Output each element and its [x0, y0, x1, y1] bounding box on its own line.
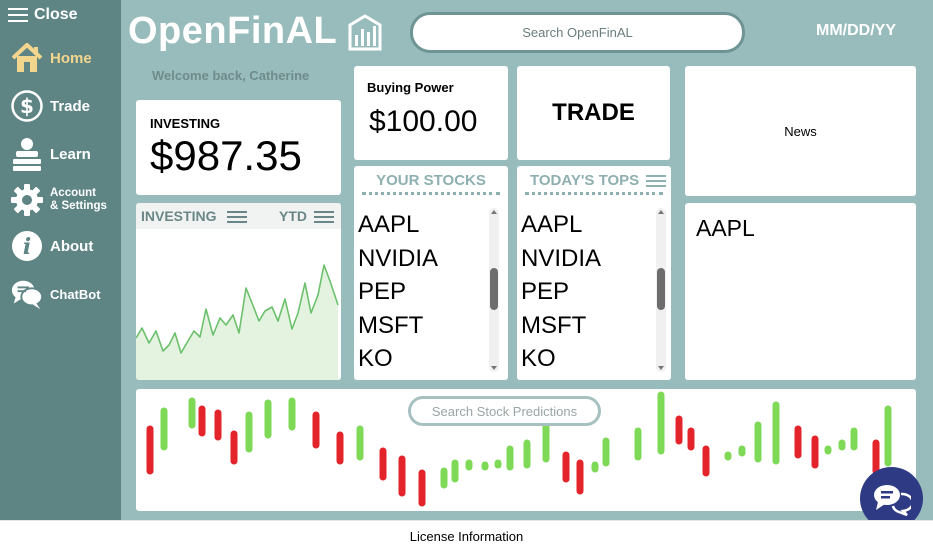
- your-stocks-title: YOUR STOCKS: [376, 172, 486, 189]
- chart-menu-icon[interactable]: [227, 210, 247, 223]
- sidebar-item-home[interactable]: Home: [10, 41, 92, 75]
- sidebar-item-label: About: [50, 237, 94, 255]
- list-item[interactable]: KO: [358, 345, 393, 372]
- list-item[interactable]: AAPL: [358, 211, 420, 238]
- investing-amount: $987.35: [150, 132, 302, 179]
- todays-tops-list: TODAY'S TOPS AAPL NVIDIA PEP MSFT KO: [517, 166, 671, 380]
- scroll-thumb[interactable]: [490, 268, 498, 310]
- list-item[interactable]: NVIDIA: [521, 244, 602, 272]
- divider: [525, 192, 663, 195]
- info-icon: i: [10, 229, 44, 263]
- scroll-down-icon[interactable]: [658, 366, 664, 370]
- sidebar: Close Home $ Trade Learn: [0, 0, 121, 520]
- chart-period[interactable]: YTD: [279, 208, 307, 224]
- dollar-icon: $: [10, 89, 44, 123]
- list-item[interactable]: PEP: [358, 278, 407, 305]
- welcome-message: Welcome back, Catherine: [152, 68, 310, 83]
- sidebar-item-label: ChatBot: [50, 286, 101, 302]
- sidebar-item-label: Home: [50, 49, 92, 67]
- list-item[interactable]: KO: [521, 345, 556, 372]
- sidebar-item-account-settings[interactable]: Account & Settings: [10, 183, 107, 217]
- divider: [362, 192, 500, 195]
- learn-icon: [10, 137, 44, 171]
- stock-detail-symbol: AAPL: [696, 215, 755, 241]
- chat-icon: [10, 277, 44, 311]
- buying-power-amount: $100.00: [369, 105, 478, 138]
- logo-text: OpenFinAL: [128, 10, 338, 52]
- buying-power-card: Buying Power $100.00: [354, 66, 508, 160]
- todays-tops-menu-icon[interactable]: [646, 174, 666, 187]
- scroll-up-icon[interactable]: [491, 210, 497, 214]
- news-label: News: [784, 123, 817, 139]
- list-item[interactable]: MSFT: [358, 311, 424, 339]
- investing-label: INVESTING: [150, 116, 221, 131]
- svg-text:i: i: [23, 234, 31, 260]
- candlestick-decoration: [146, 391, 892, 507]
- search-placeholder: Search OpenFinAL: [522, 25, 633, 40]
- app-logo: OpenFinAL: [128, 10, 383, 53]
- sidebar-item-trade[interactable]: $ Trade: [10, 89, 90, 123]
- scroll-thumb[interactable]: [657, 268, 665, 310]
- hamburger-icon: [8, 8, 28, 22]
- date-display: MM/DD/YY: [816, 22, 896, 39]
- scroll-down-icon[interactable]: [491, 366, 497, 370]
- stock-predictions-panel: Search Stock Predictions: [136, 389, 916, 511]
- home-icon: [10, 41, 44, 75]
- todays-tops-title: TODAY'S TOPS: [530, 172, 640, 189]
- scroll-up-icon[interactable]: [658, 210, 664, 214]
- account-label: Account: [50, 187, 96, 199]
- logo-building-icon: [348, 13, 382, 50]
- chatbot-button[interactable]: [860, 467, 923, 530]
- sidebar-item-label: Learn: [50, 145, 91, 163]
- list-item[interactable]: NVIDIA: [358, 244, 439, 272]
- chart-header: INVESTING YTD: [136, 203, 341, 229]
- investing-line-chart: [136, 264, 339, 380]
- close-label: Close: [34, 6, 78, 23]
- chart-title: INVESTING: [141, 208, 217, 224]
- investing-chart-card: INVESTING YTD: [136, 203, 341, 380]
- predictions-search-placeholder: Search Stock Predictions: [431, 403, 578, 419]
- svg-text:$: $: [20, 94, 34, 118]
- scrollbar[interactable]: [656, 208, 666, 372]
- investing-summary-card: INVESTING $987.35: [136, 100, 341, 195]
- search-input[interactable]: Search OpenFinAL: [410, 12, 745, 53]
- news-panel[interactable]: News: [685, 66, 916, 196]
- chat-bubbles-icon: [873, 484, 911, 516]
- list-item[interactable]: AAPL: [521, 211, 583, 238]
- list-item[interactable]: PEP: [521, 278, 570, 305]
- sidebar-item-about[interactable]: i About: [10, 229, 93, 263]
- your-stocks-list: YOUR STOCKS AAPL NVIDIA PEP MSFT KO: [354, 166, 508, 380]
- sidebar-item-label: Trade: [50, 97, 91, 115]
- scrollbar[interactable]: [489, 208, 499, 372]
- stock-detail-panel: AAPL: [685, 203, 916, 380]
- period-menu-icon[interactable]: [314, 210, 334, 223]
- settings-label: & Settings: [50, 200, 107, 212]
- sidebar-item-label: Account & Settings: [50, 187, 107, 213]
- predictions-search-input[interactable]: Search Stock Predictions: [408, 396, 601, 426]
- list-item[interactable]: MSFT: [521, 311, 587, 339]
- gear-icon: [10, 183, 44, 217]
- license-link[interactable]: License Information: [409, 529, 524, 544]
- sidebar-item-learn[interactable]: Learn: [10, 137, 91, 171]
- footer: License Information: [0, 520, 933, 552]
- close-menu-button[interactable]: Close: [8, 6, 78, 24]
- sidebar-item-chatbot[interactable]: ChatBot: [10, 277, 101, 311]
- trade-button[interactable]: TRADE: [517, 66, 670, 160]
- buying-power-label: Buying Power: [367, 80, 454, 95]
